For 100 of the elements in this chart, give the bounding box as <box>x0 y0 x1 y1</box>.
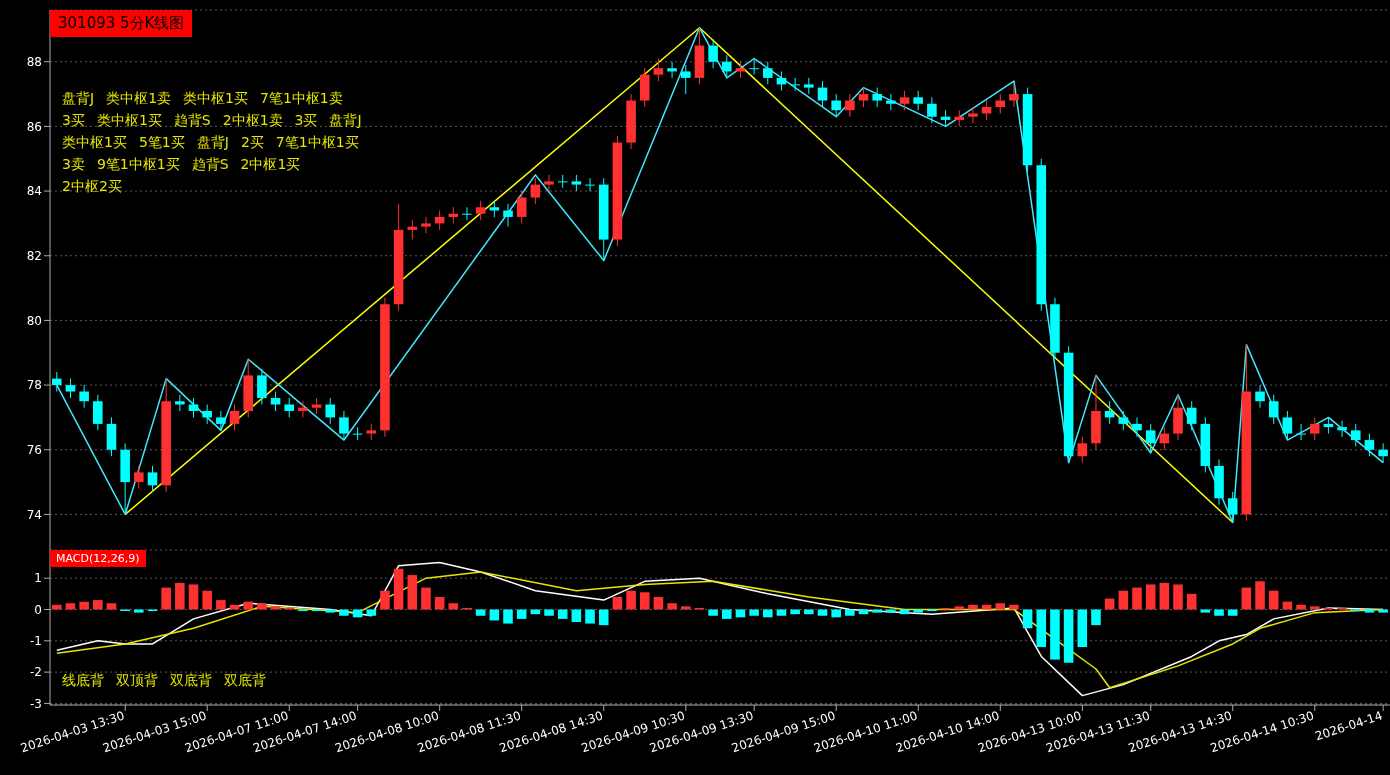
label-box: MACD(12,26,9) <box>50 550 146 567</box>
candlestick <box>352 426 363 441</box>
candlestick <box>1364 433 1375 457</box>
candlestick <box>1132 416 1142 438</box>
bar <box>393 568 404 610</box>
bar <box>735 609 746 618</box>
candlestick <box>845 93 855 118</box>
bar <box>571 609 582 623</box>
candlestick <box>1255 384 1265 409</box>
bar <box>872 609 882 613</box>
y-tick-label: 0 <box>34 602 42 617</box>
annotation: 5笔1买 <box>138 134 185 152</box>
bar <box>585 609 595 624</box>
bar <box>1378 609 1388 613</box>
y-tick-label: 86 <box>26 119 42 134</box>
annotation: 3买 <box>62 112 85 130</box>
bar <box>1241 587 1252 610</box>
bar <box>352 609 363 618</box>
bar <box>188 584 199 610</box>
bar <box>749 609 759 616</box>
bar <box>913 609 923 613</box>
annotation: 3买 <box>294 112 318 130</box>
annotation: 盘背J <box>329 112 362 130</box>
bar <box>243 601 253 610</box>
candlestick <box>462 206 472 221</box>
candlestick <box>544 174 554 192</box>
bar <box>202 590 212 610</box>
y-tick-label: -1 <box>30 634 42 649</box>
annotation: 2中枢1买 <box>240 156 301 174</box>
bar <box>790 609 800 615</box>
y-tick-label: 88 <box>26 55 42 69</box>
bar <box>1227 609 1238 616</box>
candlestick <box>913 90 923 111</box>
candlestick <box>1268 394 1279 425</box>
bar <box>845 609 855 616</box>
candlestick <box>1077 436 1088 464</box>
candlestick <box>530 177 541 205</box>
candlestick <box>1309 416 1320 441</box>
bar <box>1214 609 1224 616</box>
bar <box>134 609 144 613</box>
candlestick <box>1186 400 1197 431</box>
bar <box>722 609 732 619</box>
candlestick <box>667 61 677 79</box>
bar <box>325 609 336 613</box>
bar <box>93 600 103 610</box>
bar <box>434 596 445 610</box>
annotation: 类中枢1买 <box>183 90 248 108</box>
bar <box>257 603 267 610</box>
bar <box>161 587 171 610</box>
bar <box>516 609 527 619</box>
annotation: 类中枢1买 <box>62 134 127 152</box>
candlestick <box>202 403 212 425</box>
bar <box>270 606 281 610</box>
candlestick <box>1296 423 1306 441</box>
candlestick <box>229 403 240 431</box>
candlestick <box>475 200 486 221</box>
annotation: 2买 <box>240 134 264 152</box>
bar <box>598 609 609 626</box>
bar <box>1200 609 1211 613</box>
candlestick <box>585 177 595 192</box>
bar <box>817 609 828 616</box>
candlestick <box>1282 410 1293 441</box>
bar <box>366 609 377 616</box>
annotation: 盘背J <box>196 134 229 152</box>
bar <box>763 609 773 618</box>
candlestick <box>653 58 664 82</box>
annotation: 趋背S <box>173 112 211 130</box>
bar <box>886 609 896 613</box>
bar <box>475 609 486 616</box>
candlestick <box>858 87 869 108</box>
bar <box>1077 609 1088 648</box>
bar <box>804 609 814 615</box>
bar <box>1145 584 1156 610</box>
y-tick-label: 76 <box>26 443 42 458</box>
bar <box>776 609 787 616</box>
bar <box>557 609 568 619</box>
candlestick <box>325 397 336 425</box>
bar <box>1309 606 1320 610</box>
candlestick <box>1118 410 1129 431</box>
bar <box>1364 609 1375 613</box>
y-tick-label: -2 <box>30 665 42 680</box>
candlestick <box>52 371 62 393</box>
bar <box>1022 609 1033 629</box>
annotation: 7笔1中枢1卖 <box>259 90 343 108</box>
y-tick-label: 80 <box>26 313 42 328</box>
bar <box>1091 609 1101 626</box>
candlestick <box>927 96 937 124</box>
bar <box>1036 609 1047 648</box>
candlestick <box>503 203 513 228</box>
annotation: 双顶背 <box>116 672 158 690</box>
annotation: 类中枢1卖 <box>106 90 172 108</box>
candlestick <box>831 93 841 118</box>
candlestick <box>763 61 773 85</box>
candlestick <box>1145 423 1156 454</box>
candlestick <box>790 77 800 92</box>
bar <box>380 590 390 610</box>
annotation: 线底背 <box>62 672 104 690</box>
bar <box>106 603 117 610</box>
bar <box>448 603 459 610</box>
candlestick <box>817 80 828 108</box>
